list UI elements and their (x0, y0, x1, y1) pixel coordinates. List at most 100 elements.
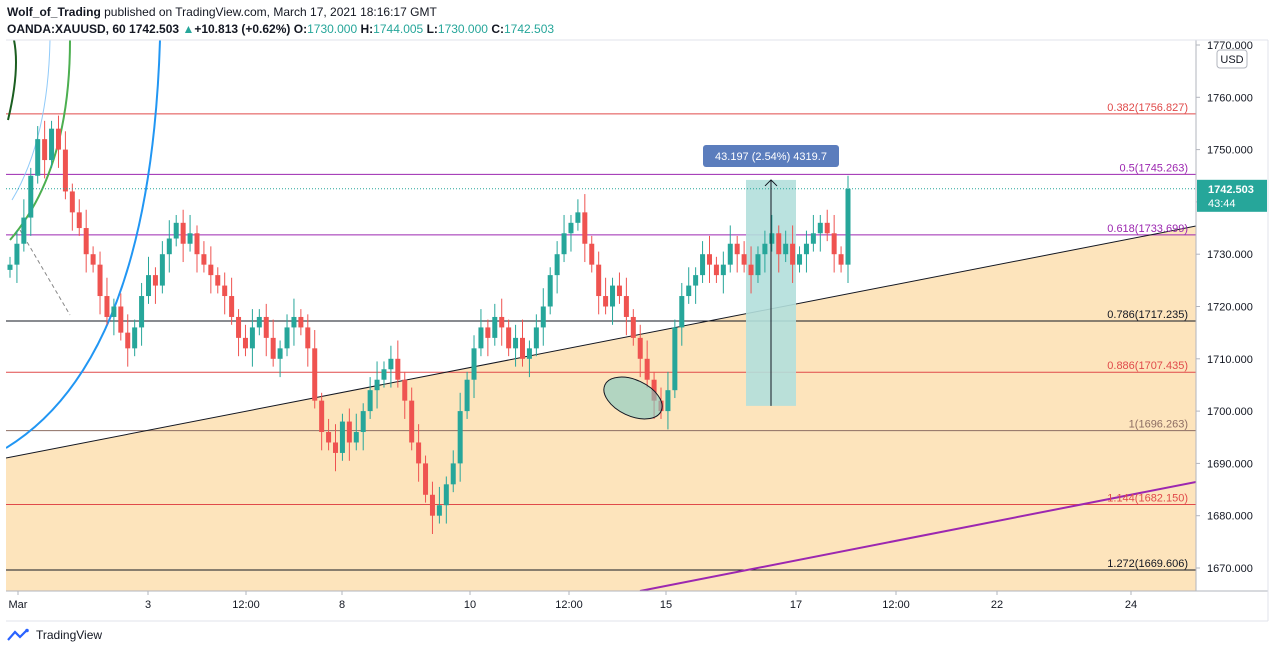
candle-body (797, 254, 803, 265)
change-up-icon: ▲ (182, 22, 195, 36)
candle-body (35, 139, 41, 176)
candle-body (582, 212, 588, 244)
candle-body (596, 264, 602, 297)
x-tick-label: 22 (991, 599, 1003, 611)
author-name[interactable]: Wolf_of_Trading (7, 5, 101, 19)
x-tick-label: 12:00 (882, 599, 910, 611)
y-tick-label: 1680.000 (1207, 511, 1253, 523)
candle-body (478, 327, 484, 349)
candle-body (637, 337, 643, 359)
x-tick-label: 10 (464, 599, 476, 611)
candle-body (208, 264, 214, 276)
x-tick-label: Mar (9, 599, 28, 611)
candle-body (443, 484, 449, 506)
candle-body (672, 327, 678, 391)
tradingview-logo-icon[interactable] (7, 628, 31, 642)
candle-body (519, 337, 525, 359)
candle-body (132, 327, 138, 349)
candle-body (49, 128, 55, 161)
high-value: 1744.005 (373, 22, 424, 36)
y-axis-ticks[interactable]: 1670.000 1680.000 1690.000 1700.000 1710.000… (1196, 40, 1253, 575)
candle-body (90, 254, 96, 265)
candle-body (381, 369, 387, 380)
candle-body (319, 400, 325, 433)
x-tick-label: 8 (339, 599, 345, 611)
x-tick-label: 3 (145, 599, 151, 611)
fib-label-5: 1(1696.263) (1129, 419, 1188, 431)
candle-body (69, 191, 75, 213)
candle-body (741, 254, 747, 265)
trendline-lower[interactable] (639, 481, 1196, 591)
candle-body (55, 128, 61, 150)
candle-body (810, 233, 816, 244)
y-tick-label: 1700.000 (1207, 406, 1253, 418)
fib-label-1: 0.5(1745.263) (1120, 162, 1189, 174)
candle-body (62, 149, 68, 192)
candle-body (14, 243, 20, 265)
currency-label: USD (1220, 54, 1243, 66)
bar-countdown: 43:44 (1208, 198, 1236, 210)
candle-body (429, 494, 435, 516)
x-axis-ticks[interactable]: Mar 3 12:00 8 10 12:00 15 17 12:00 22 24 (9, 591, 1138, 611)
candle-body (367, 390, 373, 412)
brand-name[interactable]: TradingView (36, 628, 103, 642)
x-tick-label: 15 (660, 599, 672, 611)
close-value: 1742.503 (503, 22, 555, 36)
candle-body (409, 400, 415, 443)
candle-body (471, 348, 477, 380)
candle-body (817, 222, 823, 234)
y-tick-label: 1720.000 (1207, 302, 1253, 314)
trendline-support[interactable] (6, 225, 1196, 459)
fib-label-7: 1.272(1669.606) (1107, 558, 1188, 570)
candle-body (215, 275, 221, 286)
candle-body (97, 264, 103, 297)
chart-pane[interactable]: 0.382(1756.827) 0.5(1745.263) 0.618(1733.6… (6, 40, 1196, 591)
candle-body (665, 390, 671, 412)
candle-body (374, 379, 380, 391)
candle-body (734, 243, 740, 255)
candle-body (291, 316, 297, 328)
candle-body (526, 348, 532, 359)
candle-body (423, 463, 429, 495)
candle-body (720, 264, 726, 276)
x-tick-label: 17 (790, 599, 802, 611)
candle-body (7, 264, 13, 270)
candle-body (755, 254, 761, 276)
footer: TradingView (7, 628, 102, 642)
candle-body (513, 337, 519, 349)
ohlc-line: OANDA:XAUUSD, 60 1742.503 ▲+10.813 (+0.6… (7, 21, 554, 38)
arc-darkgreen (7, 40, 17, 121)
candle-body (326, 432, 332, 443)
candle-body (769, 233, 775, 244)
y-tick-label: 1730.000 (1207, 249, 1253, 261)
candle-body (748, 264, 754, 276)
dashed-projection (19, 229, 71, 316)
candle-body (229, 296, 235, 317)
candle-body (492, 316, 498, 338)
candle-body (152, 275, 158, 286)
candle-body (706, 254, 712, 265)
candle-body (457, 411, 463, 464)
currency-button[interactable] (1216, 49, 1248, 69)
candle-body (547, 275, 553, 307)
candle-body (104, 296, 110, 317)
y-tick-label: 1770.000 (1207, 40, 1253, 52)
y-tick-label: 1750.000 (1207, 145, 1253, 157)
support-ellipse[interactable] (597, 369, 668, 428)
candle-body (630, 316, 636, 338)
last-price: 1742.503 (129, 22, 180, 36)
candle-body (139, 296, 145, 328)
fib-label-2: 0.618(1733.699) (1107, 223, 1188, 235)
candle-body (201, 254, 207, 265)
candle-body (783, 243, 789, 255)
open-label: O: (293, 22, 308, 36)
symbol-label[interactable]: OANDA:XAUUSD, 60 (7, 22, 126, 36)
y-tick-label: 1690.000 (1207, 458, 1253, 470)
candle-body (388, 358, 394, 370)
candle-body (333, 442, 339, 453)
candle-body (263, 316, 269, 338)
fib-label-3: 0.786(1717.235) (1107, 309, 1188, 321)
arc-lightblue (11, 40, 51, 201)
candle-body (450, 463, 456, 485)
